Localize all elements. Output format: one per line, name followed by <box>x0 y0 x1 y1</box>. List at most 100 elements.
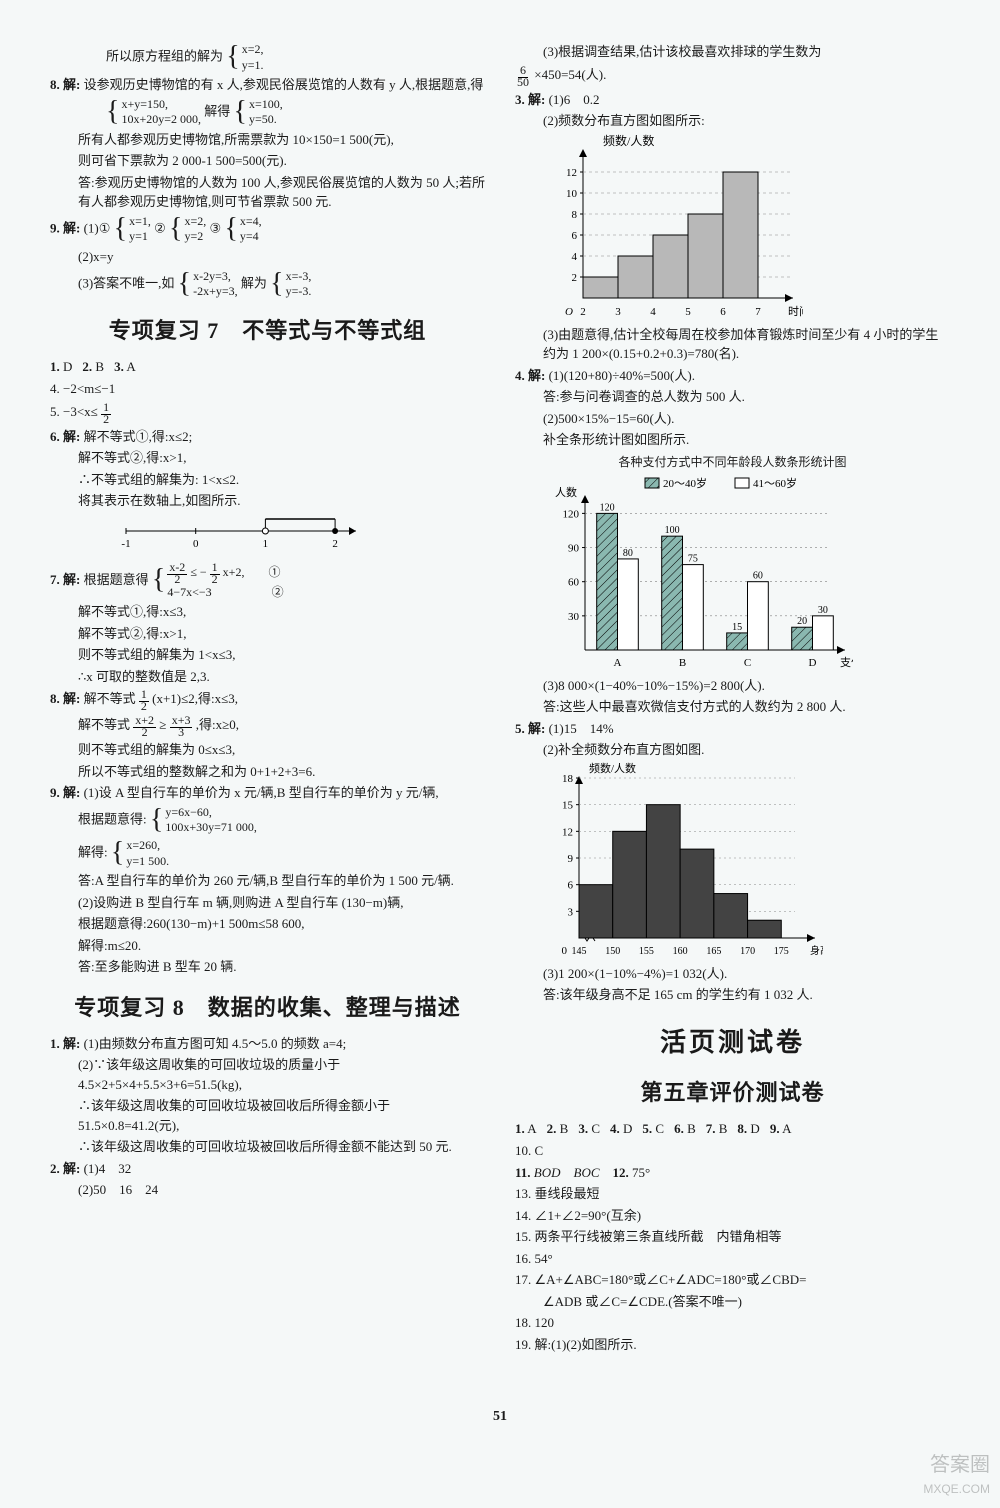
text: 解为 <box>241 275 267 290</box>
svg-text:9: 9 <box>568 853 574 865</box>
eq2: 4−7x<−3 ② <box>167 585 283 599</box>
svg-text:0: 0 <box>562 945 568 957</box>
svg-text:12: 12 <box>562 826 573 838</box>
eq: x-2y=3, <box>193 269 231 283</box>
q5-7: 5. −3<x≤ 12 <box>50 401 485 425</box>
eq: y=1 <box>129 229 148 243</box>
q2c-l1: (3)根据调查结果,估计该校最喜欢排球的学生数为 <box>515 42 950 62</box>
q8-t4: 答:参观历史博物馆的人数为 100 人,参观民俗展览馆的人数为 50 人;若所有… <box>50 173 485 212</box>
svg-text:80: 80 <box>623 547 633 558</box>
q1-8-l2: (2)∵该年级这周收集的可回收垃圾的质量小于 4.5×2+5×4+5.5×3+6… <box>50 1055 485 1094</box>
eq: x+y=150, <box>121 97 168 111</box>
eq: x=260, <box>126 838 160 852</box>
text: (1)设 A 型自行车的单价为 x 元/辆,B 型自行车的单价为 y 元/辆, <box>84 785 439 800</box>
svg-text:C: C <box>744 657 751 669</box>
q4-l4: 补全条形统计图如图所示. <box>515 430 950 450</box>
chart-q5: 频数/人数369121518145150155160165170175身高/cm… <box>515 762 950 962</box>
svg-text:41～60岁: 41～60岁 <box>753 476 797 490</box>
eq: y=1 500. <box>126 854 169 868</box>
svg-text:12: 12 <box>566 167 577 179</box>
q8-7-eq2: 解不等式 x+22 ≥ x+33 ,得:x≥0, <box>50 714 485 738</box>
text: 设参观历史博物馆的有 x 人,参观民俗展览馆的人数有 y 人,根据题意,得 <box>84 77 484 92</box>
eq: y=6x−60, <box>165 805 212 819</box>
text: 根据题意得 <box>84 572 149 587</box>
eq: 100x+30y=71 000, <box>165 820 257 834</box>
text: (1)4 32 <box>84 1161 132 1176</box>
eq1: x-22 ≤ − 12 x+2, ① <box>167 565 280 579</box>
q8-7: 8. 解: 解不等式 12 (x+1)≤2,得:x≤3, <box>50 688 485 712</box>
label: 9. 解: <box>50 785 80 800</box>
left-column: 所以原方程组的解为 { x=2, y=1. 8. 解: 设参观历史博物馆的有 x… <box>50 40 485 1356</box>
number-line: -1012 <box>50 513 485 559</box>
text: 5. −3<x≤ <box>50 404 98 419</box>
title-8: 专项复习 8 数据的收集、整理与描述 <box>50 991 485 1024</box>
title-7: 专项复习 7 不等式与不等式组 <box>50 314 485 347</box>
q2-8: 2. 解: (1)4 32 <box>50 1159 485 1179</box>
text: ③ <box>210 220 222 235</box>
eq: y=4 <box>240 229 259 243</box>
ch5-14: 14. ∠1+∠2=90°(互余) <box>515 1206 950 1226</box>
chart-q3: 频数/人数24681012234567时间/小时O <box>515 133 950 323</box>
svg-text:170: 170 <box>740 946 755 957</box>
ch5-17a: 17. ∠A+∠ABC=180°或∠C+∠ADC=180°或∠CBD= <box>515 1270 950 1290</box>
eq: 10x+20y=2 000, <box>121 112 201 126</box>
svg-text:165: 165 <box>706 946 721 957</box>
text: 所以原方程组的解为 <box>106 49 223 64</box>
ans-row-7: 1. D2. B3. A <box>50 357 485 377</box>
svg-text:175: 175 <box>774 946 789 957</box>
svg-text:4: 4 <box>572 251 578 263</box>
ch5-15: 15. 两条平行线被第三条直线所截 内错角相等 <box>515 1227 950 1247</box>
label: 1. 解: <box>50 1036 80 1051</box>
q4-r: 4. 解: (1)(120+80)÷40%=500(人). <box>515 366 950 386</box>
q6-7-l3: ∴不等式组的解集为: 1<x≤2. <box>50 470 485 490</box>
svg-text:3: 3 <box>568 906 574 918</box>
svg-text:30: 30 <box>568 610 580 622</box>
ch5-title: 第五章评价测试卷 <box>515 1076 950 1109</box>
q7-7-l2: 解不等式②,得:x>1, <box>50 624 485 644</box>
svg-text:时间/小时: 时间/小时 <box>788 305 803 318</box>
svg-text:1: 1 <box>263 538 269 550</box>
ch5-10: 10. C <box>515 1141 950 1161</box>
eq: x=1, <box>129 214 151 228</box>
svg-text:30: 30 <box>818 604 828 615</box>
svg-text:O: O <box>565 306 573 318</box>
label: 8. 解: <box>50 77 80 92</box>
svg-text:2: 2 <box>332 538 338 550</box>
svg-text:D: D <box>809 657 817 669</box>
q8-7-l3: 则不等式组的解集为 0≤x≤3, <box>50 740 485 760</box>
q1-8-l3: ∴该年级这周收集的可回收垃圾被回收后所得金额小于 51.5×0.8=41.2(元… <box>50 1096 485 1135</box>
svg-text:身高/cm: 身高/cm <box>810 944 823 957</box>
text: (1)(120+80)÷40%=500(人). <box>549 368 695 383</box>
q9-7-l2: 根据题意得: { y=6x−60, 100x+30y=71 000, <box>50 805 485 836</box>
q6-7-l2: 解不等式②,得:x>1, <box>50 448 485 468</box>
svg-text:155: 155 <box>639 946 654 957</box>
q9-7-l7: 解得:m≤20. <box>50 936 485 956</box>
svg-text:支付方式: 支付方式 <box>840 655 853 669</box>
svg-text:15: 15 <box>562 799 574 811</box>
svg-text:3: 3 <box>615 306 621 318</box>
q7-7-l4: ∴x 可取的整数值是 2,3. <box>50 667 485 687</box>
q8: 8. 解: 设参观历史博物馆的有 x 人,参观民俗展览馆的人数有 y 人,根据题… <box>50 75 485 95</box>
ch5-16: 16. 54° <box>515 1249 950 1269</box>
q7-7: 7. 解: 根据题意得 { x-22 ≤ − 12 x+2, ① 4−7x<−3… <box>50 561 485 601</box>
eq: -2x+y=3, <box>193 284 238 298</box>
q2-8-l2: (2)50 16 24 <box>50 1180 485 1200</box>
q9-7-l4: 答:A 型自行车的单价为 260 元/辆,B 型自行车的单价为 1 500 元/… <box>50 871 485 891</box>
q9-7-l8: 答:至多能购进 B 型车 20 辆. <box>50 957 485 977</box>
watermark-line2: MXQE.COM <box>923 1480 990 1498</box>
q5-l2: (2)补全频数分布直方图如图. <box>515 740 950 760</box>
q5-l4: 答:该年级身高不足 165 cm 的学生约有 1 032 人. <box>515 985 950 1005</box>
svg-text:75: 75 <box>688 553 698 564</box>
text: (1)15 14% <box>549 721 614 736</box>
q6-7: 6. 解: 解不等式①,得:x≤2; <box>50 427 485 447</box>
eq: x=100, <box>249 97 283 111</box>
svg-text:20～40岁: 20～40岁 <box>663 476 707 490</box>
label: 2. 解: <box>50 1161 80 1176</box>
label: 5. 解: <box>515 721 545 736</box>
svg-text:B: B <box>679 657 686 669</box>
q7-7-l3: 则不等式组的解集为 1<x≤3, <box>50 645 485 665</box>
svg-text:18: 18 <box>562 773 574 785</box>
q8-7-l4: 所以不等式组的整数解之和为 0+1+2+3=6. <box>50 762 485 782</box>
q9: 9. 解: (1)① { x=1, y=1 ② { x=2, y=2 ③ { x… <box>50 214 485 245</box>
den: 2 <box>101 412 111 426</box>
